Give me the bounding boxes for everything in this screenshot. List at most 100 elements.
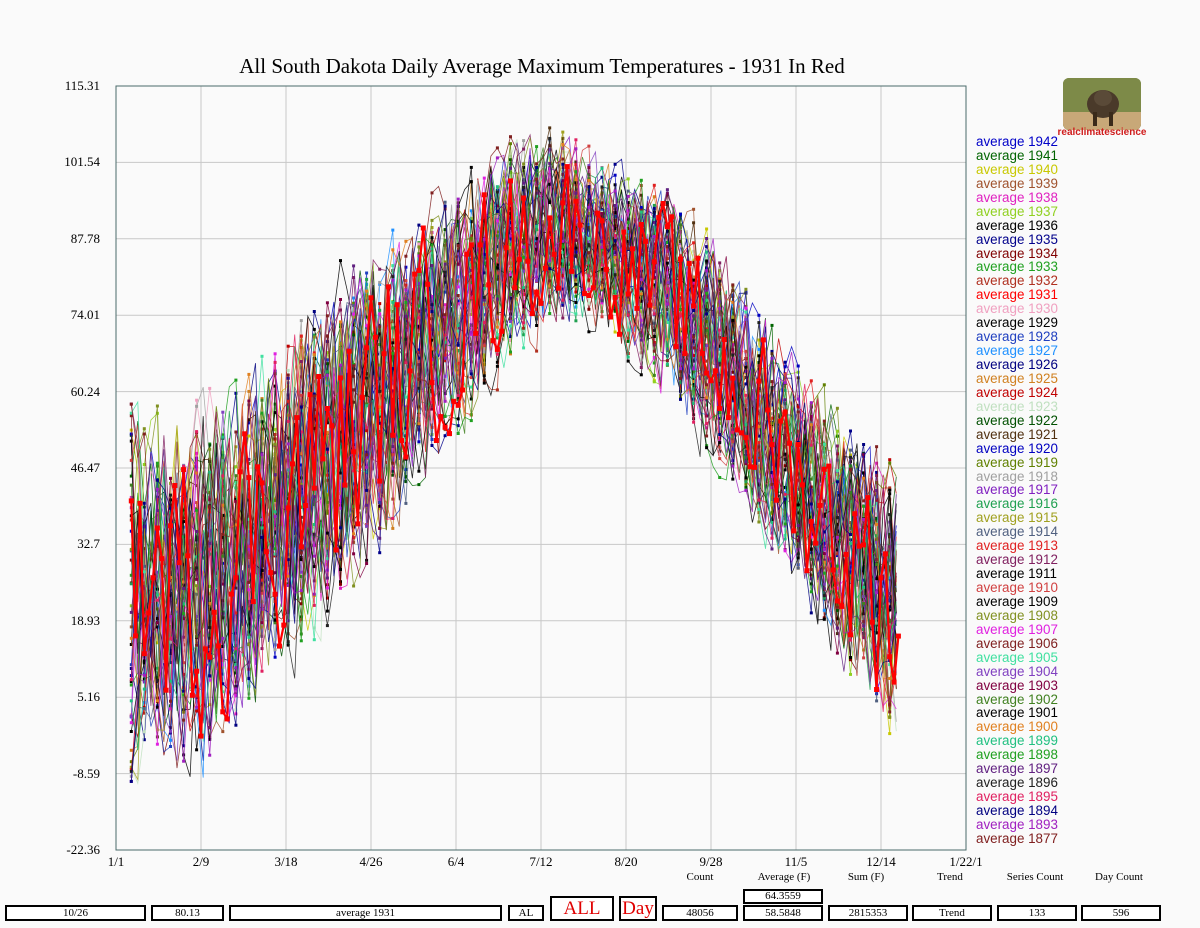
legend-item[interactable]: average 1895 bbox=[976, 789, 1058, 805]
average-field[interactable]: 58.5848 bbox=[743, 905, 823, 921]
data-point bbox=[286, 558, 290, 562]
legend-item[interactable]: average 1921 bbox=[976, 426, 1058, 442]
data-point bbox=[888, 520, 892, 524]
average-label: Average (F) bbox=[757, 871, 811, 883]
legend-item[interactable]: average 1920 bbox=[976, 440, 1058, 456]
data-point bbox=[495, 190, 499, 194]
data-point bbox=[378, 393, 382, 397]
series-count-field[interactable]: 133 bbox=[997, 905, 1077, 921]
legend-item[interactable]: average 1922 bbox=[976, 412, 1058, 428]
legend-item[interactable]: average 1912 bbox=[976, 552, 1058, 568]
legend-item[interactable]: average 1905 bbox=[976, 649, 1058, 665]
data-point bbox=[365, 315, 369, 319]
legend-item[interactable]: average 1939 bbox=[976, 175, 1058, 191]
legend-item[interactable]: average 1910 bbox=[976, 580, 1058, 595]
legend-item[interactable]: average 1897 bbox=[976, 761, 1058, 777]
data-point bbox=[875, 512, 879, 516]
legend-item[interactable]: average 1923 bbox=[976, 398, 1058, 414]
legend-item[interactable]: average 1917 bbox=[976, 482, 1058, 498]
highlight-point bbox=[830, 567, 836, 573]
data-point bbox=[718, 278, 722, 281]
legend-item[interactable]: average 1934 bbox=[976, 245, 1058, 261]
data-point bbox=[822, 582, 826, 586]
legend-item[interactable]: average 1941 bbox=[976, 147, 1058, 163]
legend-item[interactable]: average 1936 bbox=[976, 217, 1058, 233]
legend-item[interactable]: average 1927 bbox=[976, 343, 1058, 359]
highlight-point bbox=[730, 375, 736, 381]
legend-item[interactable]: average 1937 bbox=[976, 203, 1058, 219]
legend-item[interactable]: average 1907 bbox=[976, 621, 1058, 637]
legend-item[interactable]: average 1919 bbox=[976, 454, 1058, 470]
data-point bbox=[522, 139, 526, 143]
legend-item[interactable]: average 1915 bbox=[976, 510, 1058, 526]
data-point bbox=[692, 346, 696, 350]
sum-field[interactable]: 2815353 bbox=[828, 905, 908, 921]
day-count-field[interactable]: 596 bbox=[1081, 905, 1161, 921]
data-point bbox=[260, 453, 264, 457]
legend-item[interactable]: average 1913 bbox=[976, 538, 1058, 554]
legend-item[interactable]: average 1918 bbox=[976, 468, 1058, 484]
data-point bbox=[155, 404, 159, 408]
legend-item[interactable]: average 1933 bbox=[976, 259, 1058, 275]
data-point bbox=[325, 493, 329, 497]
legend-item[interactable]: average 1906 bbox=[976, 635, 1058, 651]
legend-item[interactable]: average 1929 bbox=[976, 315, 1058, 331]
legend-item[interactable]: average 1914 bbox=[976, 524, 1058, 540]
legend-item[interactable]: average 1899 bbox=[976, 733, 1058, 749]
all-button[interactable]: ALL bbox=[550, 896, 614, 921]
legend-item[interactable]: average 1896 bbox=[976, 775, 1058, 791]
data-point bbox=[509, 227, 512, 230]
data-point bbox=[796, 397, 800, 401]
data-point bbox=[169, 476, 172, 480]
legend-item[interactable]: average 1916 bbox=[976, 496, 1058, 512]
data-point bbox=[862, 578, 866, 582]
data-point bbox=[770, 510, 774, 514]
legend-item[interactable]: average 1924 bbox=[976, 384, 1058, 400]
data-point bbox=[679, 327, 682, 331]
highlight-series bbox=[128, 164, 901, 739]
legend-item[interactable]: average 1901 bbox=[976, 705, 1058, 721]
legend-item[interactable]: average 1911 bbox=[976, 566, 1057, 582]
legend-item[interactable]: average 1902 bbox=[976, 691, 1058, 707]
x-tick-label: 11/5 bbox=[784, 854, 808, 869]
legend-item[interactable]: average 1908 bbox=[976, 607, 1058, 623]
data-point bbox=[404, 406, 408, 410]
legend-item[interactable]: average 1942 bbox=[976, 134, 1058, 149]
legend-item[interactable]: average 1930 bbox=[976, 301, 1058, 317]
legend-item[interactable]: average 1931 bbox=[976, 287, 1058, 303]
legend-item[interactable]: average 1893 bbox=[976, 816, 1058, 832]
legend-item[interactable]: average 1903 bbox=[976, 677, 1058, 693]
average-top-field[interactable]: 64.3559 bbox=[743, 889, 823, 904]
legend-item[interactable]: average 1898 bbox=[976, 747, 1058, 763]
data-point bbox=[888, 618, 892, 622]
legend-item[interactable]: average 1928 bbox=[976, 329, 1058, 345]
data-point bbox=[665, 296, 669, 300]
value-field[interactable]: 80.13 bbox=[151, 905, 224, 921]
legend-item[interactable]: average 1940 bbox=[976, 161, 1058, 177]
legend-item[interactable]: average 1932 bbox=[976, 273, 1058, 289]
logo-photo-dog[interactable] bbox=[1063, 78, 1141, 130]
legend-item[interactable]: average 1938 bbox=[976, 189, 1058, 205]
legend-item[interactable]: average 1894 bbox=[976, 803, 1058, 818]
data-point bbox=[378, 412, 382, 416]
trend-field[interactable]: Trend bbox=[912, 905, 992, 921]
legend-item[interactable]: average 1877 bbox=[976, 830, 1058, 846]
state-field[interactable]: AL bbox=[508, 905, 544, 921]
data-point bbox=[665, 235, 669, 239]
data-point bbox=[613, 309, 617, 312]
legend-item[interactable]: average 1935 bbox=[976, 231, 1058, 247]
legend-item[interactable]: average 1925 bbox=[976, 370, 1058, 386]
day-button[interactable]: Day bbox=[619, 896, 657, 921]
highlight-point bbox=[342, 482, 348, 488]
legend-item[interactable]: average 1926 bbox=[976, 357, 1058, 372]
legend-item[interactable]: average 1909 bbox=[976, 593, 1058, 609]
data-point bbox=[822, 427, 826, 431]
series-name-field[interactable]: average 1931 bbox=[229, 905, 502, 921]
legend-item[interactable]: average 1900 bbox=[976, 719, 1058, 735]
data-point bbox=[679, 292, 682, 296]
data-point bbox=[169, 745, 172, 748]
date-field[interactable]: 10/26 bbox=[5, 905, 146, 921]
count-field[interactable]: 48056 bbox=[662, 905, 738, 921]
legend-item[interactable]: average 1904 bbox=[976, 663, 1058, 679]
highlight-point bbox=[778, 418, 784, 424]
